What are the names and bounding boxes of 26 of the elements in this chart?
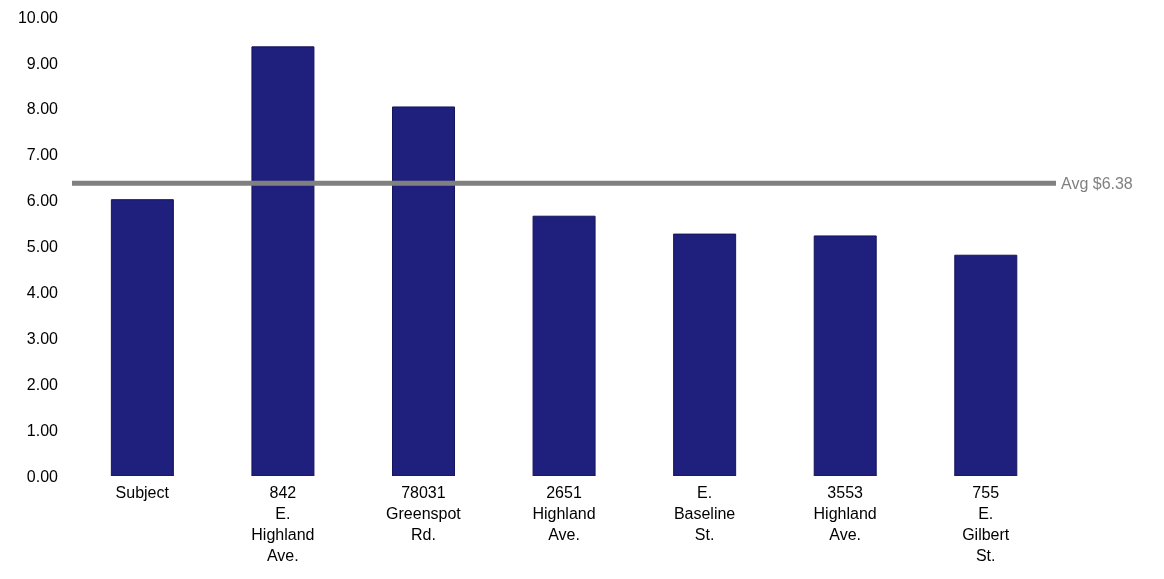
y-tick-label: 2.00 [26,375,59,393]
bar [532,215,596,476]
x-tick-label: 755 E. Gilbert St. [962,484,1010,564]
bar [954,254,1018,476]
bar [392,106,455,476]
y-tick-label: 5.00 [26,238,59,256]
y-tick-label: 6.00 [26,192,59,210]
y-tick-label: 4.00 [26,284,59,302]
x-tick-label: 78031 Greenspot Rd. [386,484,462,543]
y-tick-label: 1.00 [26,421,59,439]
x-tick-label: 3553 Highland Ave. [813,484,877,543]
x-tick-label: Subject [115,484,170,501]
y-tick-label: 8.00 [26,100,59,118]
y-tick-label: 10.00 [17,8,59,26]
ref-line-label: Avg $6.38 [1061,174,1133,192]
bar [673,233,737,476]
bar [251,46,315,476]
y-tick-label: 0.00 [26,467,59,485]
y-tick-label: 7.00 [26,146,59,164]
x-tick-label: 2651 Highland Ave. [532,484,596,543]
x-tick-label: 842 E. Highland Ave. [251,484,315,564]
bar [110,199,174,476]
x-tick-label: E. Baseline St. [673,484,736,543]
y-tick-label: 9.00 [26,54,59,72]
y-tick-label: 3.00 [26,329,59,347]
bar [813,235,877,476]
